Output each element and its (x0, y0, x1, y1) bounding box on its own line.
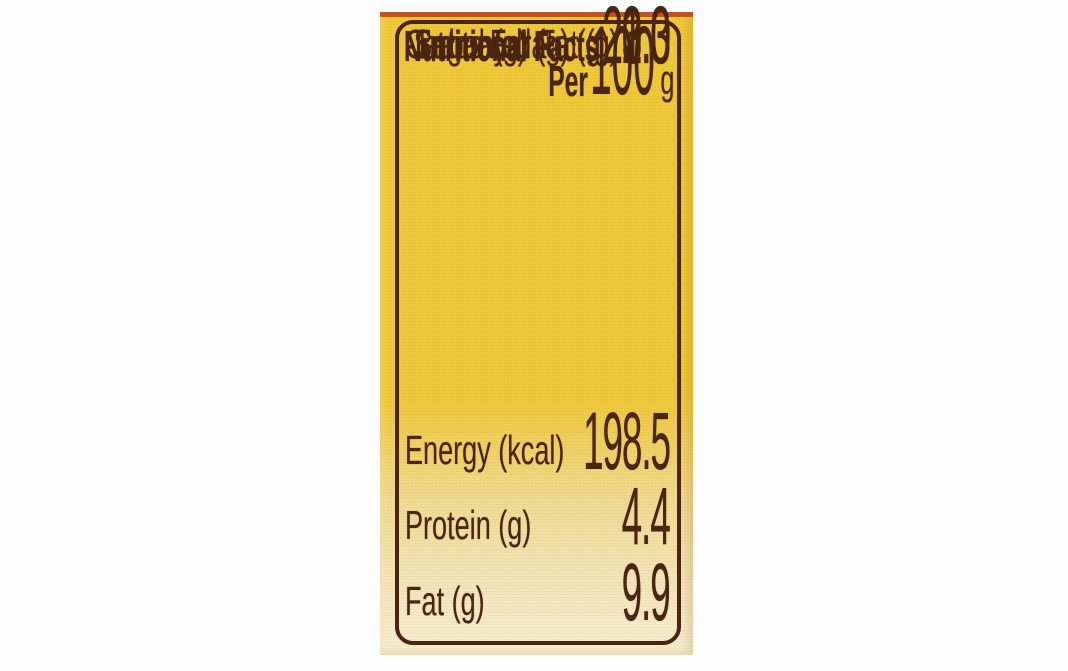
nutrient-value: 198.5 (583, 396, 671, 487)
nutrient-value: 2.3 (622, 0, 671, 81)
row-energy: Energy (kcal) 198.5 (405, 401, 671, 506)
package-top-stripe (380, 12, 693, 17)
nutrient-name: -Trans Fat (g) (405, 21, 570, 67)
nutrient-value: 0.0 (622, 0, 671, 81)
per-label: Per (548, 57, 588, 106)
nutrient-name: -Sugar (g) (405, 21, 527, 67)
nutrient-value: 9.9 (622, 547, 671, 638)
nutrient-name: Protein (g) (405, 502, 532, 548)
product-package-photo: Nutritional Facts Per 100 g Energy (kcal… (380, 0, 693, 655)
nutrient-value: 4.4 (622, 471, 671, 562)
row-carbohydrate: Carbohydrate (g) 23.0 (405, 0, 671, 100)
nutrient-name: Carbohydrate (g) (405, 21, 610, 67)
nutrition-label: Nutritional Facts Per 100 g Energy (kcal… (395, 0, 681, 645)
nutrient-name: -Saturated Fat (g) (405, 21, 619, 67)
nutrient-value: 21.3 (602, 0, 671, 81)
per-quantity: 100 (590, 6, 655, 115)
per-unit: g (659, 56, 674, 103)
label-title: Nutritional Facts (404, 22, 599, 71)
nutrient-value: 23.0 (602, 0, 671, 81)
row-sugar: -Sugar (g) 21.3 (405, 0, 671, 100)
row-saturated-fat: -Saturated Fat (g) 2.3 (405, 0, 671, 100)
row-protein: Protein (g) 4.4 (405, 476, 671, 581)
nutrient-name: Fat (g) (405, 578, 485, 624)
row-fat: Fat (g) 9.9 (405, 552, 671, 657)
row-trans-fat: -Trans Fat (g) 0.0 (405, 0, 671, 100)
nutrient-name: Energy (kcal) (405, 427, 565, 473)
